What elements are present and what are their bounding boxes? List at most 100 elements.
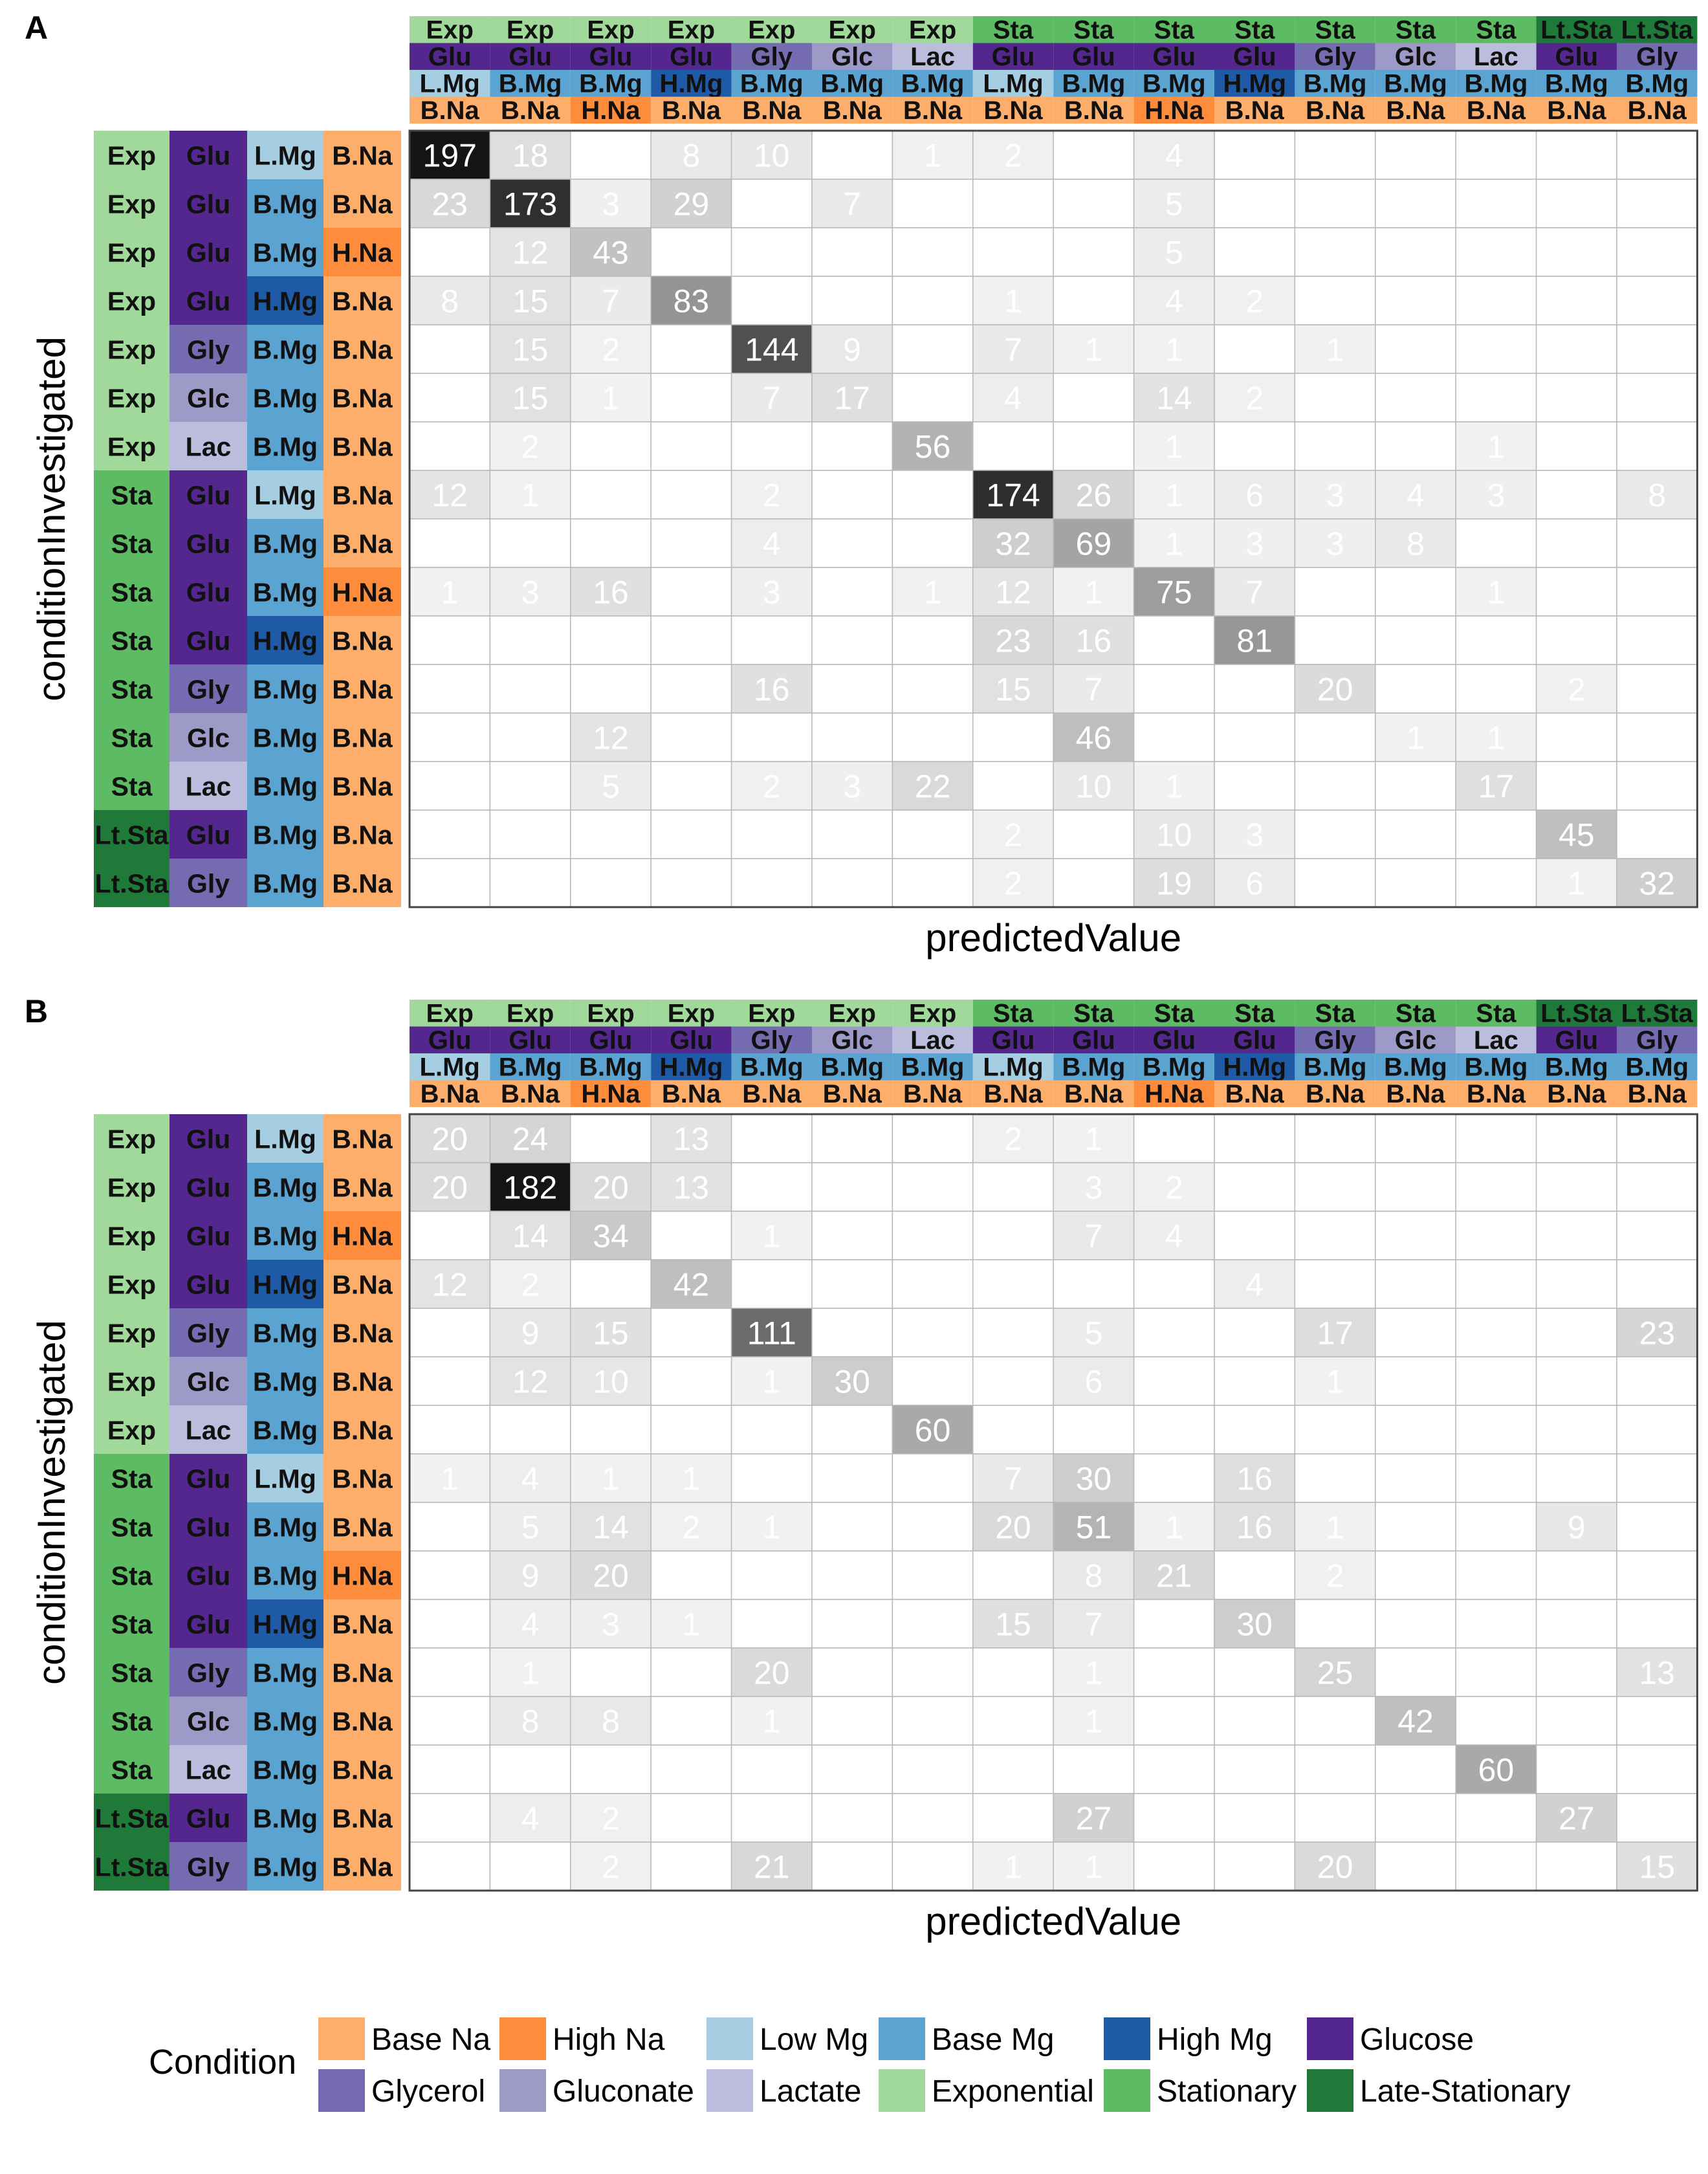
heatmap-cell	[972, 1841, 1054, 1891]
row-header-band	[94, 762, 170, 810]
cell-value-label: 1	[1165, 429, 1183, 465]
cell-value-label: 12	[432, 478, 468, 514]
heatmap-cell	[892, 1841, 974, 1891]
heatmap-cell	[1214, 664, 1296, 714]
row-header-band	[94, 567, 170, 616]
heatmap-cell	[1214, 712, 1296, 762]
heatmap-cell	[1294, 518, 1376, 568]
row-header-band	[323, 713, 401, 762]
heatmap-cell	[650, 858, 732, 908]
row-header-label: Sta	[111, 1561, 153, 1591]
heatmap-cell	[1053, 470, 1135, 520]
column-header-label: Glc	[831, 1026, 873, 1055]
heatmap-cell	[1455, 1550, 1537, 1600]
column-header-label: B.Na	[903, 96, 963, 125]
row-header-label: Exp	[107, 238, 156, 268]
heatmap-cell	[1133, 567, 1215, 617]
cell-value-label: 4	[1165, 138, 1183, 174]
heatmap-cell	[972, 518, 1054, 568]
row-header-band	[247, 1454, 323, 1502]
heatmap-cell	[730, 1308, 813, 1357]
column-header-label: Exp	[909, 16, 956, 45]
heatmap-cell	[570, 130, 651, 180]
heatmap-cell	[1053, 1793, 1135, 1843]
column-header-label: Sta	[1396, 1000, 1436, 1028]
row-header-band	[170, 1551, 247, 1599]
legend-swatch	[706, 2069, 753, 2112]
row-header-label: Exp	[107, 1125, 156, 1154]
cell-value-label: 4	[1165, 283, 1183, 320]
row-header-label: B.Na	[332, 1367, 393, 1397]
cell-value-label: 15	[593, 1315, 629, 1352]
column-header-label: Glc	[831, 43, 873, 71]
heatmap-cell	[1375, 1793, 1456, 1843]
cell-value-label: 1	[602, 380, 620, 417]
heatmap-cell	[409, 1744, 491, 1794]
row-header-label: Exp	[107, 141, 156, 171]
cell-value-label: 3	[1245, 526, 1264, 562]
cell-value-label: 9	[1568, 1510, 1586, 1546]
heatmap-cell	[489, 1162, 571, 1212]
cell-value-label: 10	[754, 138, 790, 174]
heatmap-cell	[1535, 1308, 1617, 1357]
column-header-band	[570, 96, 651, 124]
heatmap-grid: 20 24 13 2 120 182 20 13 3 214 34 1 7 412 2 42 49 15 111 5 1…	[409, 1114, 1698, 1891]
legend-item-low-mg: Low Mg	[706, 2017, 868, 2060]
row-header-band	[170, 1502, 247, 1551]
heatmap-cell	[1294, 761, 1376, 811]
heatmap-cell	[570, 664, 651, 714]
heatmap-cell	[1455, 1841, 1537, 1891]
cell-value-label: 7	[1004, 332, 1022, 368]
heatmap-cell	[1375, 1211, 1456, 1260]
column-header-label: Gly	[751, 1026, 793, 1055]
legend-swatch	[1104, 2017, 1150, 2060]
row-header-label: B.Na	[332, 141, 393, 171]
column-header-band	[1375, 1000, 1456, 1027]
cell-value-label: 2	[763, 478, 781, 514]
heatmap-cell	[1616, 761, 1698, 811]
heatmap-cell	[811, 227, 893, 277]
heatmap-cell	[1214, 421, 1296, 471]
heatmap-cell	[1053, 518, 1135, 568]
heatmap-cell	[489, 227, 571, 277]
heatmap-cell	[1214, 1211, 1296, 1260]
heatmap-cell	[570, 373, 651, 423]
column-header: ExpGluL.MgB.NaExpGluB.MgB.NaExpGluB.MgH.…	[410, 16, 1698, 125]
row-header-label: Lt.Sta	[95, 1804, 170, 1834]
heatmap-cell	[650, 421, 732, 471]
row-header-label: L.Mg	[254, 141, 316, 171]
heatmap-cell	[892, 1259, 974, 1309]
column-header-band	[1133, 96, 1214, 124]
heatmap-cell	[730, 1453, 813, 1503]
column-header-band	[490, 1080, 571, 1107]
cell-value-label: 3	[521, 575, 540, 611]
column-header-label: Sta	[993, 1000, 1034, 1028]
row-header-band	[247, 373, 323, 422]
heatmap-cell	[650, 518, 732, 568]
legend-swatch	[499, 2017, 546, 2060]
heatmap-cell	[892, 858, 974, 908]
row-header-label: B.Mg	[253, 1173, 318, 1203]
column-header-label: Glu	[1233, 1026, 1276, 1055]
heatmap-cell	[650, 615, 732, 665]
heatmap-cell	[892, 227, 974, 277]
column-header-label: B.Mg	[1062, 70, 1126, 98]
legend-item-gluconate: Gluconate	[499, 2069, 694, 2112]
column-header-band	[731, 1026, 812, 1053]
heatmap-cell	[1616, 1259, 1698, 1309]
column-header-label: H.Na	[581, 96, 640, 125]
heatmap-cell	[570, 1793, 651, 1843]
row-header-band	[94, 519, 170, 567]
column-header-label: Sta	[1154, 16, 1195, 45]
column-header-band	[490, 16, 571, 43]
row-header-band	[247, 1260, 323, 1308]
row-header-label: B.Na	[332, 675, 393, 705]
heatmap-cell	[1294, 276, 1376, 325]
row-header-label: Glu	[186, 820, 230, 850]
row-header-band	[323, 131, 401, 179]
heatmap-cell	[650, 809, 732, 859]
legend: Condition Base Na High Na Low Mg Base Mg High…	[149, 2017, 1571, 2112]
heatmap-cell	[1455, 1162, 1537, 1212]
row-header-label: B.Na	[332, 1755, 393, 1785]
row-header-label: Glc	[187, 1707, 230, 1737]
